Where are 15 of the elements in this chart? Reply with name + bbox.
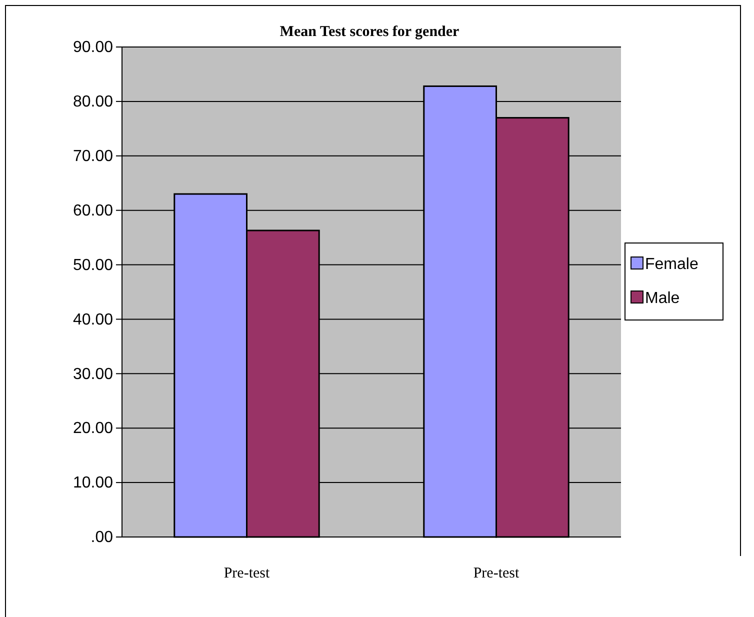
legend-label: Female xyxy=(645,256,698,273)
y-tick-label: 50.00 xyxy=(72,256,114,274)
y-tick-label: 40.00 xyxy=(72,311,114,328)
x-tick-label: Pre-test xyxy=(224,566,270,582)
y-tick-label: 60.00 xyxy=(72,202,114,220)
legend-label: Male xyxy=(645,290,680,307)
x-tick-label: Pre-test xyxy=(473,566,520,582)
chart-title: Mean Test scores for gender xyxy=(280,24,460,40)
y-tick-label: 20.00 xyxy=(72,420,114,438)
y-tick-label: 70.00 xyxy=(72,148,114,166)
y-tick-label: 30.00 xyxy=(72,366,114,383)
y-tick-label: 80.00 xyxy=(72,94,114,111)
y-tick-label: 10.00 xyxy=(72,474,114,492)
y-tick-label: .00 xyxy=(90,529,114,546)
y-tick-label: 90.00 xyxy=(72,39,114,56)
